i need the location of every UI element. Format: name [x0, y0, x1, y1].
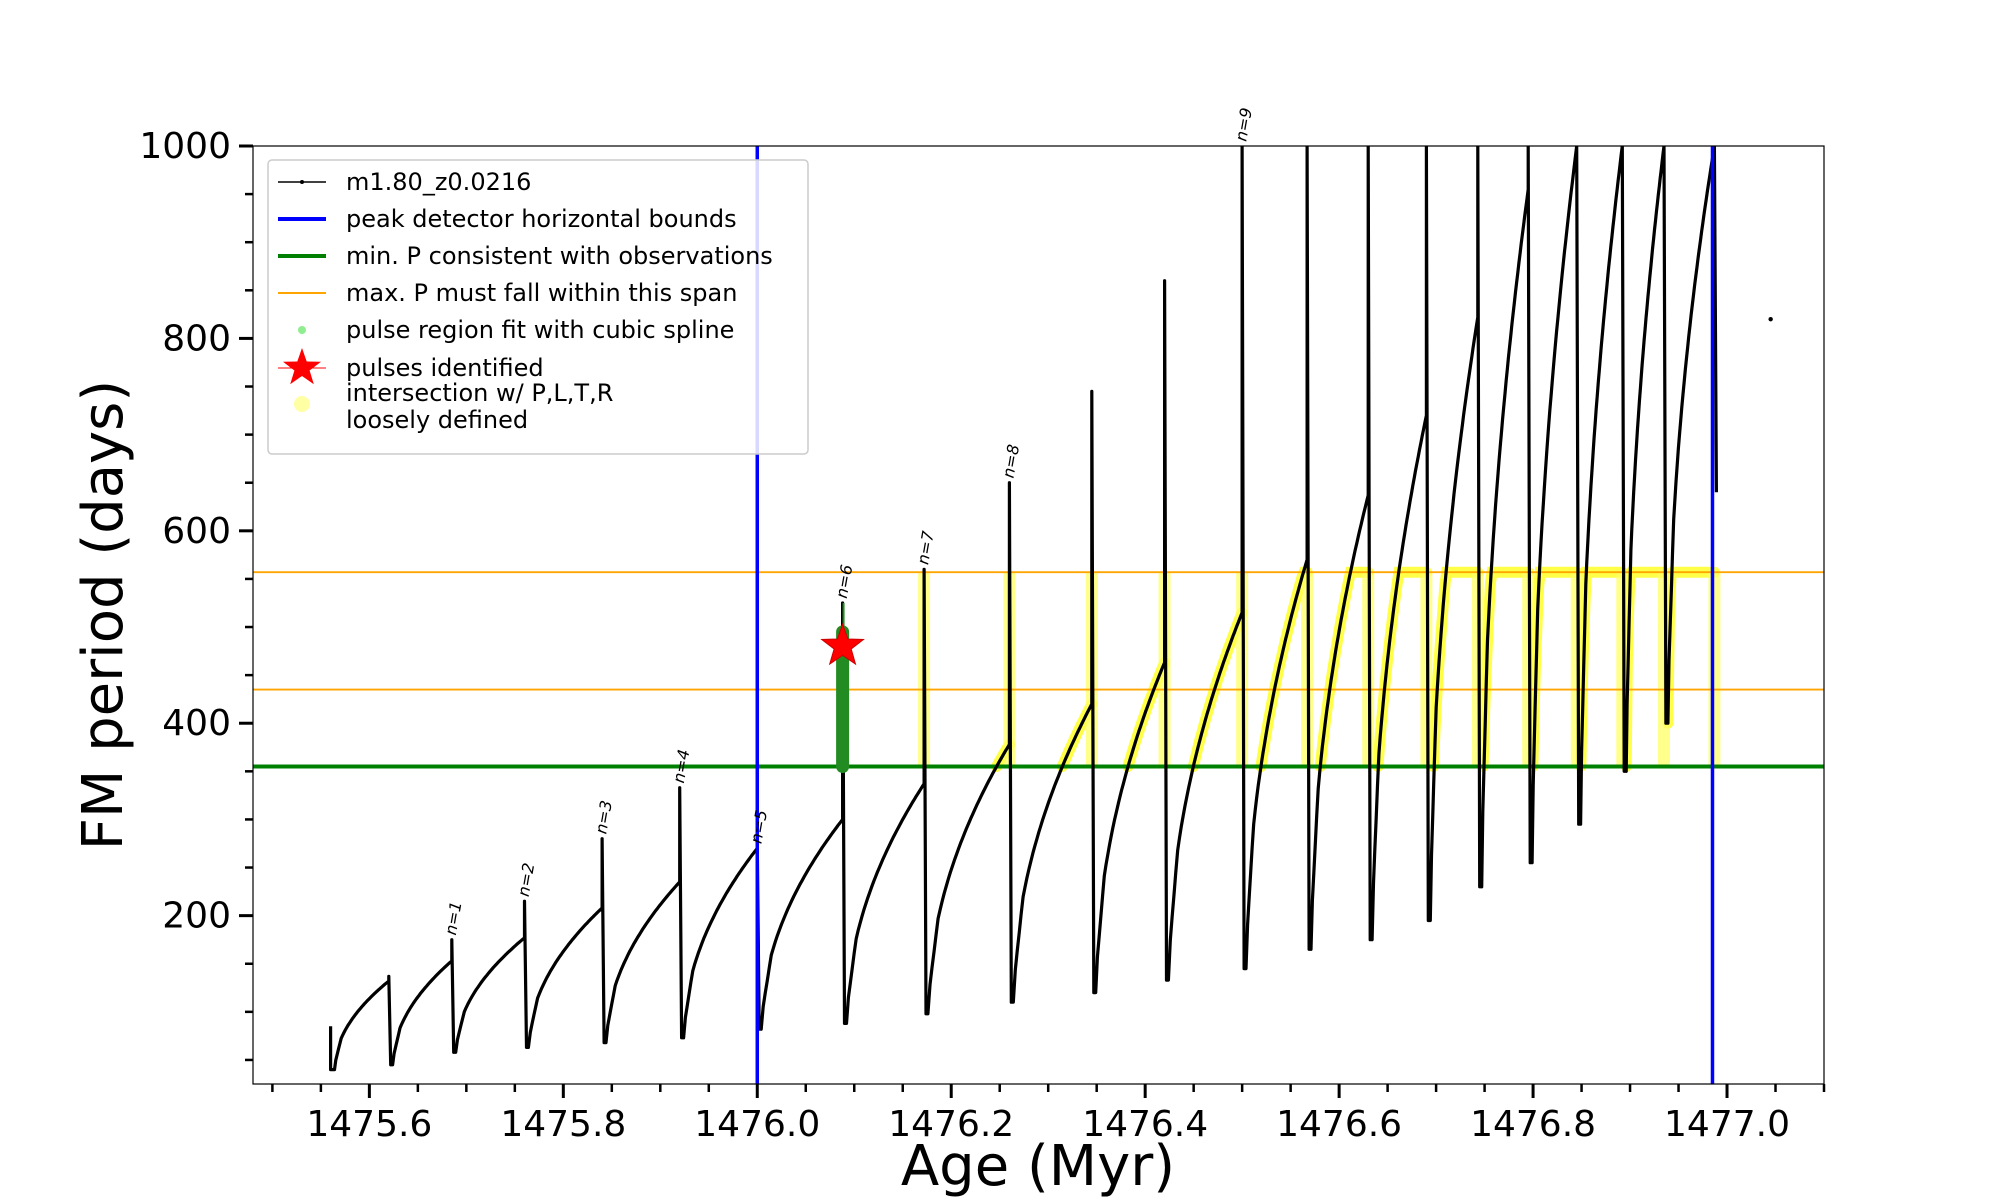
x-tick-label: 1476.2 [888, 1104, 1014, 1145]
legend-label: max. P must fall within this span [346, 279, 737, 307]
legend-box [267, 159, 809, 455]
legend-label: intersection w/ P,L,T,R [346, 379, 613, 407]
y-tick-label: 800 [162, 318, 231, 359]
x-tick-label: 1477.0 [1664, 1104, 1790, 1145]
x-axis-title: Age (Myr) [901, 1134, 1175, 1199]
pulse-labels-layer: n=1n=2n=3n=4n=5n=6n=7n=8n=9 [441, 106, 1256, 936]
y-tick-label: 400 [162, 703, 231, 744]
x-tick-label: 1476.0 [694, 1104, 820, 1145]
x-tick-label: 1476.4 [1082, 1104, 1208, 1145]
y-tick-label: 1000 [139, 126, 231, 167]
legend-handle-dot [298, 326, 306, 334]
marker-layer [820, 316, 1773, 666]
y-axis: 200 400 600 800 1000 [139, 126, 253, 1062]
legend-handle-dot [294, 396, 310, 412]
x-axis: 1475.6 1475.8 1476.0 1476.2 1476.4 1476.6 1476… [271, 1084, 1826, 1145]
pulse-identified-star [820, 622, 865, 666]
series-layer [329, 146, 1718, 1072]
legend-label-line2: loosely defined [346, 406, 528, 434]
pulse-number-label: n=9 [1231, 106, 1256, 143]
x-tick-label: 1475.8 [500, 1104, 626, 1145]
legend-handle-marker [300, 180, 304, 184]
stray-data-point [1768, 316, 1773, 322]
plot-frame [252, 145, 1825, 1085]
legend-label: peak detector horizontal bounds [346, 205, 737, 233]
y-axis-title: FM period (days) [71, 380, 136, 850]
y-tick-label: 200 [162, 896, 231, 937]
reference-lines-layer [253, 571, 1824, 769]
x-tick-label: 1476.8 [1470, 1104, 1596, 1145]
legend-handle-star [283, 348, 321, 385]
legend-label: m1.80_z0.0216 [346, 168, 531, 196]
x-tick-label: 1475.6 [306, 1104, 432, 1145]
legend-label: pulses identified [346, 354, 544, 382]
legend-label: min. P consistent with observations [346, 242, 773, 270]
y-tick-label: 600 [162, 511, 231, 552]
legend-label: pulse region fit with cubic spline [346, 316, 734, 344]
series-line [329, 146, 1718, 1072]
x-tick-label: 1476.6 [1276, 1104, 1402, 1145]
